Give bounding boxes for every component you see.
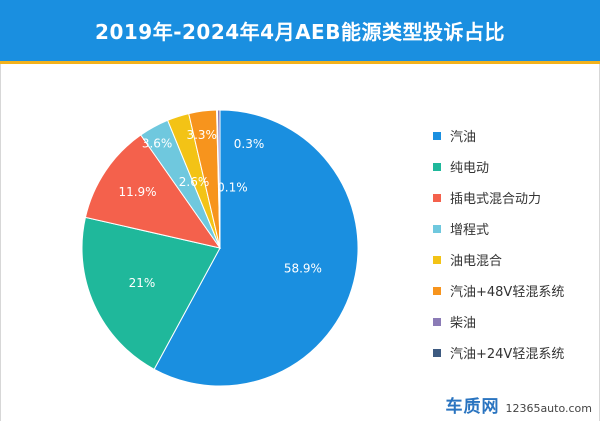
legend-swatch	[433, 131, 441, 140]
legend-item: 纯电动	[433, 151, 598, 182]
pie-label-3: 3.6%	[142, 136, 173, 150]
legend-label: 汽油	[450, 130, 477, 145]
watermark: 车质网 12365auto.com	[445, 392, 592, 417]
legend-item: 汽油	[433, 120, 598, 151]
title-bar: 2019年-2024年4月AEB能源类型投诉占比	[0, 0, 600, 64]
pie-slice-2	[84, 134, 222, 249]
watermark-logo: 车质网	[445, 397, 500, 417]
legend-swatch	[433, 317, 441, 326]
pie-label-7: 0.1%	[217, 181, 248, 195]
legend-swatch	[433, 162, 441, 171]
legend-label: 汽油+48V轻混系统	[450, 285, 565, 300]
watermark-url: 12365auto.com	[505, 402, 592, 415]
pie-label-2: 11.9%	[118, 185, 156, 199]
pie-label-5: 3.3%	[186, 128, 217, 142]
chart-title: 2019年-2024年4月AEB能源类型投诉占比	[95, 20, 505, 44]
legend-swatch	[433, 224, 441, 233]
legend-label: 纯电动	[450, 161, 490, 176]
pie-label-1: 21%	[129, 276, 156, 290]
legend-item: 增程式	[433, 213, 598, 244]
legend-label: 插电式混合动力	[450, 192, 542, 207]
pie-chart: 58.9% 21% 11.9% 3.6% 2.6% 3.3% 0.1% 0.3%	[81, 109, 359, 387]
pie-slice-1	[81, 216, 221, 370]
pie-label-4: 2.6%	[179, 175, 210, 189]
legend-swatch	[433, 193, 441, 202]
legend: 汽油纯电动插电式混合动力 增程式油电混合汽油+48V轻混系统 柴油汽油+24V轻混系…	[433, 120, 598, 368]
legend-swatch	[433, 348, 441, 357]
legend-item: 插电式混合动力	[433, 182, 598, 213]
legend-label: 汽油+24V轻混系统	[450, 347, 565, 362]
legend-swatch	[433, 286, 441, 295]
legend-item: 柴油	[433, 306, 598, 337]
pie-slice-6	[216, 109, 221, 249]
legend-label: 油电混合	[450, 254, 503, 269]
pie-label-0: 58.9%	[284, 262, 322, 276]
legend-label: 增程式	[450, 223, 490, 238]
legend-item: 汽油+24V轻混系统	[433, 337, 598, 368]
pie-slice-0	[153, 109, 359, 387]
pie-label-6: 0.3%	[234, 137, 265, 151]
legend-item: 油电混合	[433, 244, 598, 275]
chart-area: 58.9% 21% 11.9% 3.6% 2.6% 3.3% 0.1% 0.3% 汽油纯电动插…	[0, 64, 600, 421]
legend-swatch	[433, 255, 441, 264]
legend-label: 柴油	[450, 316, 477, 331]
legend-item: 汽油+48V轻混系统	[433, 275, 598, 306]
